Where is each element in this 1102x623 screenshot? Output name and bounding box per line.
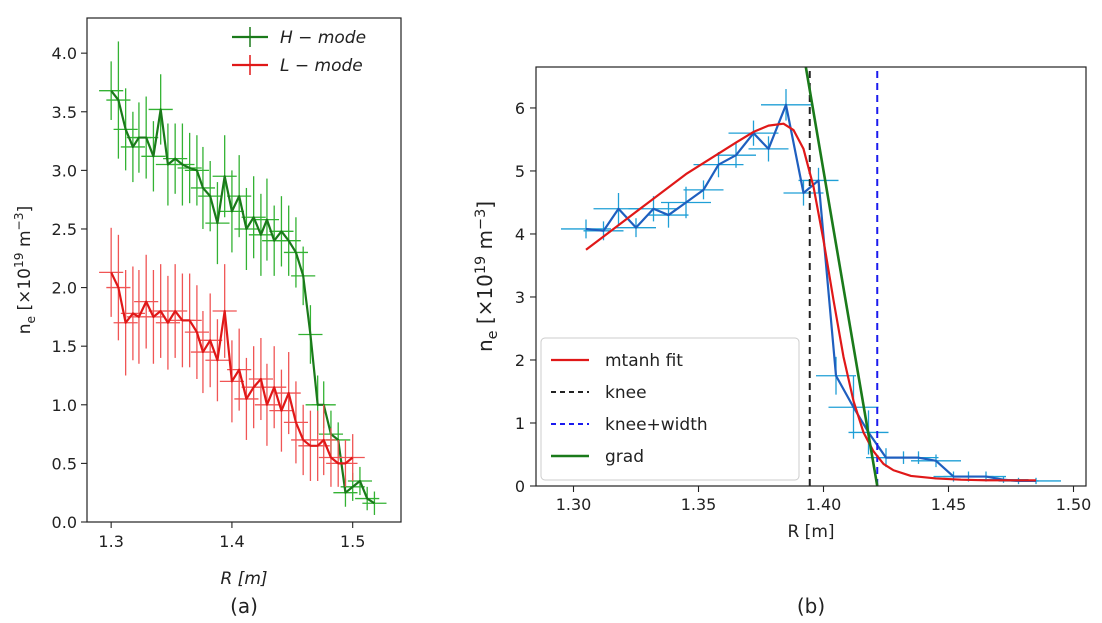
panel-a-y-tick-label: 0.0 bbox=[52, 513, 77, 532]
panel-a-x-tick-label: 1.4 bbox=[219, 532, 244, 551]
panel-a-x-tick-label: 1.3 bbox=[98, 532, 123, 551]
panel-a-h-mode-errorbars bbox=[99, 41, 387, 515]
panel-a-legend-label: H − mode bbox=[280, 28, 366, 48]
panel-a-y-tick-label: 4.0 bbox=[52, 44, 77, 63]
panel-a-series-line-h-mode bbox=[110, 89, 376, 505]
panel-a-y-tick-label: 2.5 bbox=[52, 220, 77, 239]
panel-a-x-axis-label: R [m] bbox=[220, 569, 267, 589]
panel-b-x-ticks: 1.30 1.35 1.40 1.45 1.50 bbox=[556, 486, 1092, 514]
panel-a-x-tick-label: 1.5 bbox=[340, 532, 365, 551]
panel-b-caption: (b) bbox=[797, 594, 825, 618]
panel-a-caption: (a) bbox=[230, 594, 258, 618]
panel-b-y-tick-label: 3 bbox=[515, 288, 525, 307]
panel-b-series-line-data bbox=[585, 103, 1036, 483]
panel-a-legend: H − mode L − mode bbox=[232, 27, 366, 76]
panel-b-y-axis-label: ne [×1019 m−3] bbox=[473, 201, 501, 352]
panel-b-y-tick-label: 5 bbox=[515, 162, 525, 181]
panel-b-legend-label: knee bbox=[605, 383, 647, 403]
panel-a-series bbox=[99, 41, 387, 515]
panel-a-y-tick-label: 1.0 bbox=[52, 396, 77, 415]
panel-b-x-tick-label: 1.30 bbox=[556, 495, 592, 514]
panel-b-x-tick-label: 1.40 bbox=[806, 495, 842, 514]
panel-b: 1.30 1.35 1.40 1.45 1.50 0 1 2 3 4 5 6 R [m] ne [×… bbox=[473, 66, 1092, 618]
panel-b-series-line-grad bbox=[804, 67, 879, 486]
panel-a-legend-label: L − mode bbox=[280, 56, 363, 76]
panel-a-plot-frame bbox=[86, 17, 402, 523]
panel-b-y-tick-label: 2 bbox=[515, 351, 525, 370]
panel-a-x-ticks: 1.3 1.4 1.5 bbox=[98, 522, 365, 551]
panel-b-x-tick-label: 1.35 bbox=[681, 495, 717, 514]
panel-b-y-tick-label: 4 bbox=[515, 225, 525, 244]
panel-b-y-tick-label: 0 bbox=[515, 477, 525, 496]
panel-b-legend-label: mtanh fit bbox=[605, 351, 683, 371]
panel-a-y-axis-label: ne [×1019 m−3] bbox=[12, 206, 38, 334]
panel-a-y-ticks: 0.0 0.5 1.0 1.5 2.0 2.5 3.0 3.5 4.0 bbox=[52, 44, 87, 532]
panel-a-series-line-l-mode bbox=[110, 271, 354, 465]
panel-b-plot-frame bbox=[535, 66, 1087, 487]
panel-b-x-axis-label: R [m] bbox=[787, 522, 834, 542]
panel-b-legend-label: grad bbox=[605, 447, 644, 467]
panel-b-legend-box bbox=[540, 337, 800, 481]
panel-b-series-line-mtanh-fit bbox=[585, 122, 1036, 482]
panel-b-y-ticks: 0 1 2 3 4 5 6 bbox=[515, 99, 536, 496]
panel-a-y-tick-label: 1.5 bbox=[52, 337, 77, 356]
panel-a-y-tick-label: 3.0 bbox=[52, 161, 77, 180]
panel-a-l-mode-errorbars bbox=[99, 227, 365, 487]
panel-a-y-tick-label: 0.5 bbox=[52, 454, 77, 473]
panel-a-y-tick-label: 2.0 bbox=[52, 279, 77, 298]
panel-b-y-tick-label: 6 bbox=[515, 99, 525, 118]
panel-a: 1.3 1.4 1.5 0.0 0.5 1.0 1.5 2.0 2.5 3.0 3.5 4.0 R … bbox=[12, 17, 402, 618]
panel-b-legend-label: knee+width bbox=[605, 415, 708, 435]
panel-b-series bbox=[561, 67, 1061, 486]
panel-b-y-tick-label: 1 bbox=[515, 414, 525, 433]
panel-b-x-tick-label: 1.50 bbox=[1056, 495, 1092, 514]
panel-b-legend: mtanh fit knee knee+width grad bbox=[540, 337, 800, 481]
panel-b-x-tick-label: 1.45 bbox=[931, 495, 967, 514]
panel-a-y-tick-label: 3.5 bbox=[52, 103, 77, 122]
